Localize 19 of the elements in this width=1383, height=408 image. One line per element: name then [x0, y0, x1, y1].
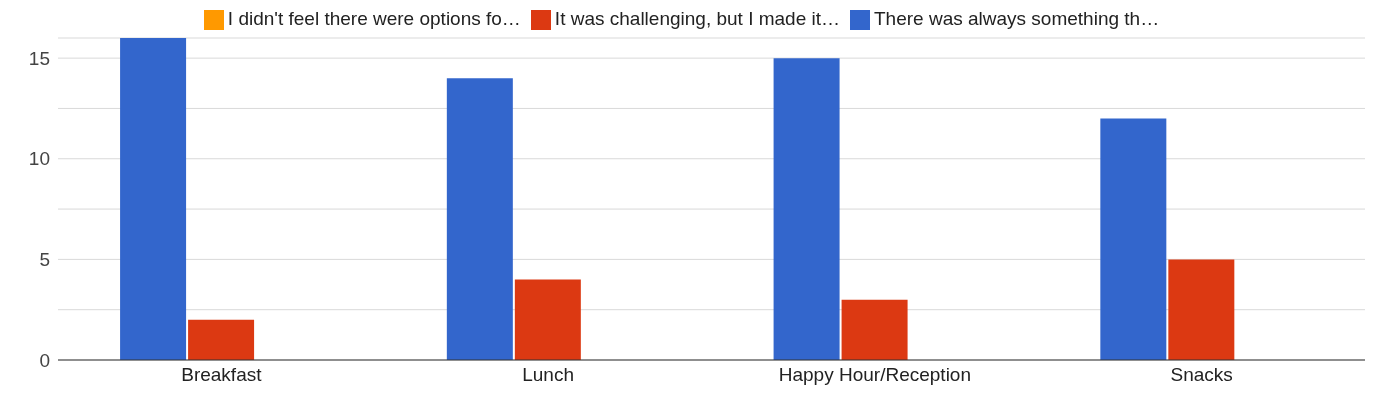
x-tick-label: Snacks: [1170, 364, 1233, 386]
y-tick-label: 0: [39, 349, 50, 371]
y-tick-label: 10: [28, 148, 50, 170]
x-tick-label: Breakfast: [181, 364, 263, 386]
bar: [446, 78, 513, 360]
legend-label: I didn't feel there were options fo…: [227, 8, 521, 29]
bar: [1100, 118, 1167, 360]
x-tick-label: Lunch: [522, 364, 575, 386]
x-tick-label: Happy Hour/Reception: [778, 364, 971, 386]
bar: [1168, 259, 1235, 360]
bar: [120, 38, 187, 360]
bar: [841, 299, 908, 360]
legend-label: There was always something th…: [874, 8, 1160, 29]
bar: [773, 58, 840, 360]
bar: [188, 319, 255, 360]
bar: [514, 279, 581, 360]
y-tick-label: 15: [28, 47, 50, 69]
legend-label: It was challenging, but I made it…: [554, 8, 841, 29]
y-tick-label: 5: [39, 249, 50, 271]
